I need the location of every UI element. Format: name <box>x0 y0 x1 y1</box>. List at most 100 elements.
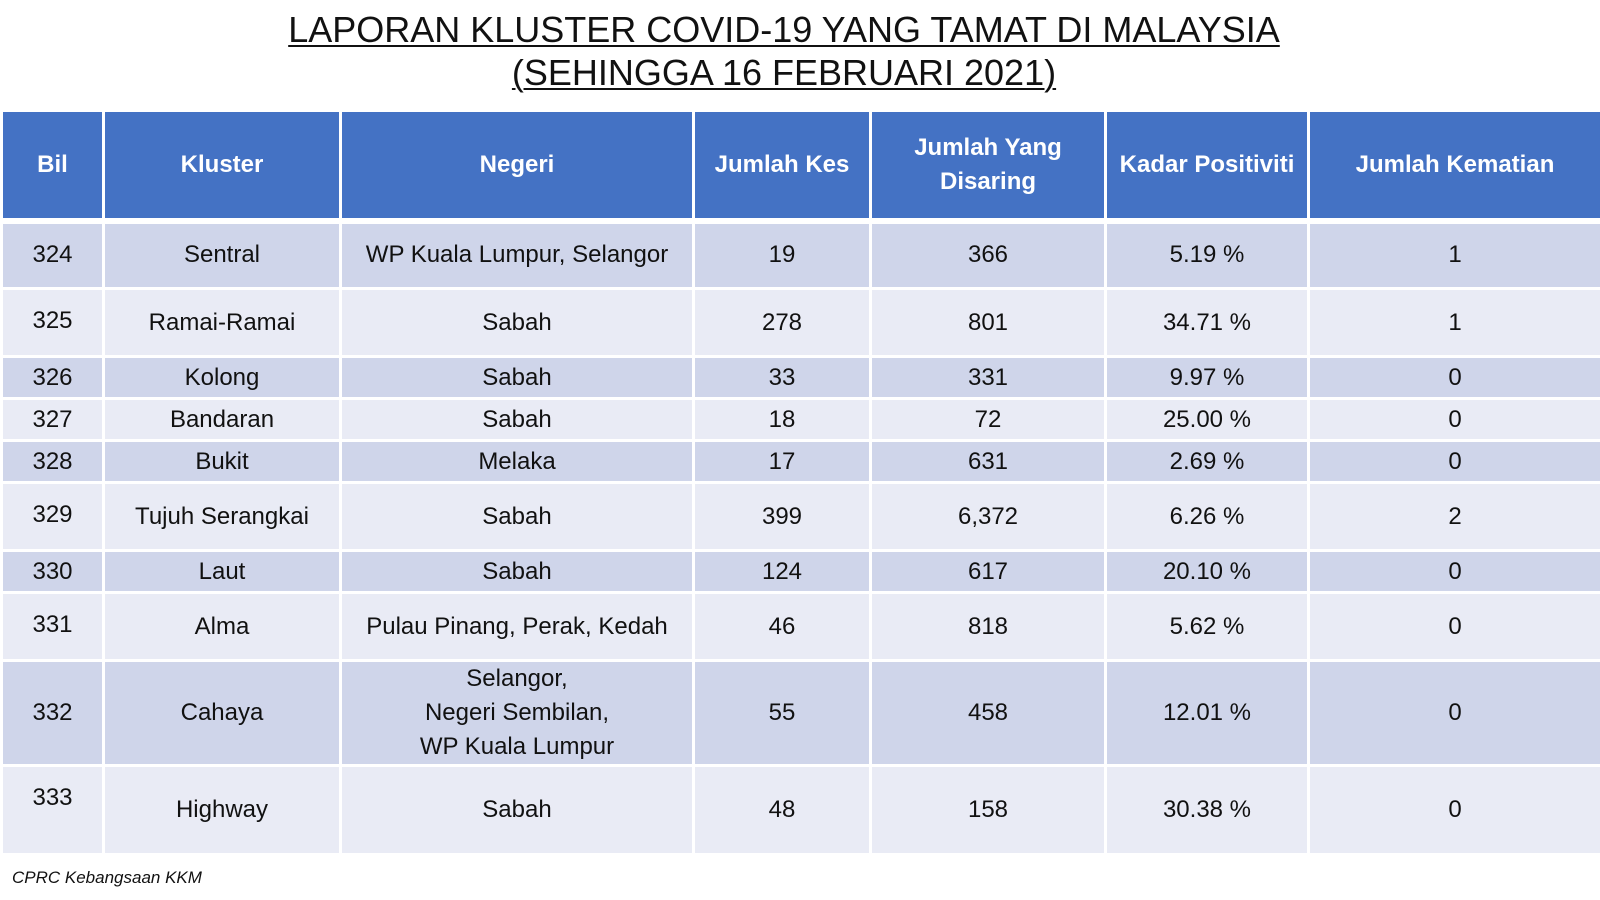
cell-negeri-line: Negeri Sembilan, <box>424 699 610 726</box>
cell-negeri: Sabah <box>339 355 695 400</box>
cell-jumlah-disaring: 818 <box>869 591 1107 662</box>
cell-kluster: Tujuh Serangkai <box>102 481 342 552</box>
cell-jumlah-kematian: 0 <box>1307 591 1600 662</box>
cell-bil: 325 <box>0 287 105 358</box>
cell-negeri: Sabah <box>339 549 695 594</box>
cell-jumlah-kes: 19 <box>692 219 872 290</box>
table-row: 330 Laut Sabah 124 617 20.10 % 0 <box>0 549 1600 594</box>
header-jumlah-kematian: Jumlah Kematian <box>1307 109 1600 224</box>
cell-jumlah-kematian: 0 <box>1307 355 1600 400</box>
cell-bil: 333 <box>0 764 105 856</box>
cell-jumlah-disaring: 801 <box>869 287 1107 358</box>
cell-kluster: Kolong <box>102 355 342 400</box>
header-row: Bil Kluster Negeri Jumlah Kes Jumlah Yan… <box>0 109 1600 224</box>
cell-jumlah-kematian: 2 <box>1307 481 1600 552</box>
cell-negeri-line: Melaka <box>478 447 556 475</box>
cell-kadar-positiviti: 30.38 % <box>1104 764 1310 856</box>
cell-jumlah-kematian: 0 <box>1307 397 1600 442</box>
cell-negeri-line: Pulau Pinang, Perak, Kedah <box>366 612 668 640</box>
cell-negeri: Pulau Pinang, Perak, Kedah <box>339 591 695 662</box>
cell-bil: 332 <box>0 659 105 767</box>
table-row: 327 Bandaran Sabah 18 72 25.00 % 0 <box>0 397 1600 442</box>
cell-jumlah-disaring: 158 <box>869 764 1107 856</box>
cell-negeri-line: WP Kuala Lumpur <box>419 733 615 760</box>
cell-jumlah-disaring: 366 <box>869 219 1107 290</box>
page-title: LAPORAN KLUSTER COVID-19 YANG TAMAT DI M… <box>0 8 1568 94</box>
cell-jumlah-kes: 278 <box>692 287 872 358</box>
cell-jumlah-kes: 33 <box>692 355 872 400</box>
cell-jumlah-kematian: 1 <box>1307 219 1600 290</box>
cell-kluster: Laut <box>102 549 342 594</box>
header-bil: Bil <box>0 109 105 224</box>
cell-jumlah-kematian: 0 <box>1307 659 1600 767</box>
cell-negeri: Sabah <box>339 287 695 358</box>
cell-jumlah-kes: 46 <box>692 591 872 662</box>
cell-jumlah-kes: 17 <box>692 439 872 484</box>
cell-negeri-line: WP Kuala Lumpur, Selangor <box>365 241 669 269</box>
cell-negeri-line: Selangor, <box>466 665 568 692</box>
cell-bil: 330 <box>0 549 105 594</box>
header-jumlah-disaring-line-2: Disaring <box>939 167 1037 195</box>
cell-jumlah-disaring: 617 <box>869 549 1107 594</box>
cell-jumlah-kematian: 1 <box>1307 287 1600 358</box>
cell-jumlah-kes: 55 <box>692 659 872 767</box>
title-line-2: (SEHINGGA 16 FEBRUARI 2021) <box>511 52 1057 93</box>
cell-kluster: Alma <box>102 591 342 662</box>
cell-jumlah-disaring: 72 <box>869 397 1107 442</box>
table-body: 324 Sentral WP Kuala Lumpur, Selangor 19… <box>0 219 1600 856</box>
table-row: 326 Kolong Sabah 33 331 9.97 % 0 <box>0 355 1600 400</box>
cell-bil: 331 <box>0 591 105 662</box>
cell-negeri-line: Sabah <box>482 796 552 823</box>
title-line-1: LAPORAN KLUSTER COVID-19 YANG TAMAT DI M… <box>288 9 1280 50</box>
cell-jumlah-kematian: 0 <box>1307 439 1600 484</box>
cell-jumlah-kematian: 0 <box>1307 764 1600 856</box>
cluster-table: Bil Kluster Negeri Jumlah Kes Jumlah Yan… <box>0 109 1600 856</box>
cell-kadar-positiviti: 20.10 % <box>1104 549 1310 594</box>
header-jumlah-disaring: Jumlah Yang Disaring <box>869 109 1107 224</box>
cell-kadar-positiviti: 12.01 % <box>1104 659 1310 767</box>
cell-kluster: Ramai-Ramai <box>102 287 342 358</box>
cell-kluster: Bukit <box>102 439 342 484</box>
cell-jumlah-disaring: 631 <box>869 439 1107 484</box>
cell-kadar-positiviti: 5.62 % <box>1104 591 1310 662</box>
header-jumlah-kes: Jumlah Kes <box>692 109 872 224</box>
cell-negeri-line: Sabah <box>482 502 552 530</box>
cell-bil: 324 <box>0 219 105 290</box>
cell-negeri: Sabah <box>339 397 695 442</box>
header-kadar-positiviti: Kadar Positiviti <box>1104 109 1310 224</box>
table-header: Bil Kluster Negeri Jumlah Kes Jumlah Yan… <box>0 109 1600 224</box>
table-row: 332 Cahaya Selangor, Negeri Sembilan, WP… <box>0 659 1600 767</box>
cell-negeri-line: Sabah <box>482 405 552 433</box>
table-row: 333 Highway Sabah 48 158 30.38 % 0 <box>0 764 1600 856</box>
cell-bil: 328 <box>0 439 105 484</box>
header-negeri: Negeri <box>339 109 695 224</box>
cell-negeri: Selangor, Negeri Sembilan, WP Kuala Lump… <box>339 659 695 767</box>
cell-jumlah-kematian: 0 <box>1307 549 1600 594</box>
cell-negeri: WP Kuala Lumpur, Selangor <box>339 219 695 290</box>
cell-kadar-positiviti: 9.97 % <box>1104 355 1310 400</box>
cell-jumlah-kes: 48 <box>692 764 872 856</box>
source-footer: CPRC Kebangsaan KKM <box>12 868 202 887</box>
cell-kluster: Highway <box>102 764 342 856</box>
cell-negeri-line: Sabah <box>482 363 552 391</box>
cell-kluster: Bandaran <box>102 397 342 442</box>
header-jumlah-disaring-line-1: Jumlah Yang <box>914 133 1062 161</box>
cell-kadar-positiviti: 25.00 % <box>1104 397 1310 442</box>
cell-negeri: Melaka <box>339 439 695 484</box>
cell-kadar-positiviti: 5.19 % <box>1104 219 1310 290</box>
table-row: 331 Alma Pulau Pinang, Perak, Kedah 46 8… <box>0 591 1600 662</box>
cell-jumlah-kes: 18 <box>692 397 872 442</box>
cell-negeri: Sabah <box>339 481 695 552</box>
cell-jumlah-disaring: 331 <box>869 355 1107 400</box>
cell-jumlah-disaring: 6,372 <box>869 481 1107 552</box>
cell-bil: 326 <box>0 355 105 400</box>
cell-negeri-line: Sabah <box>482 557 552 585</box>
table-row: 325 Ramai-Ramai Sabah 278 801 34.71 % 1 <box>0 287 1600 358</box>
cell-bil: 329 <box>0 481 105 552</box>
table-row: 324 Sentral WP Kuala Lumpur, Selangor 19… <box>0 219 1600 290</box>
cell-negeri: Sabah <box>339 764 695 856</box>
header-kluster: Kluster <box>102 109 342 224</box>
cell-kluster: Cahaya <box>102 659 342 767</box>
cell-jumlah-kes: 399 <box>692 481 872 552</box>
